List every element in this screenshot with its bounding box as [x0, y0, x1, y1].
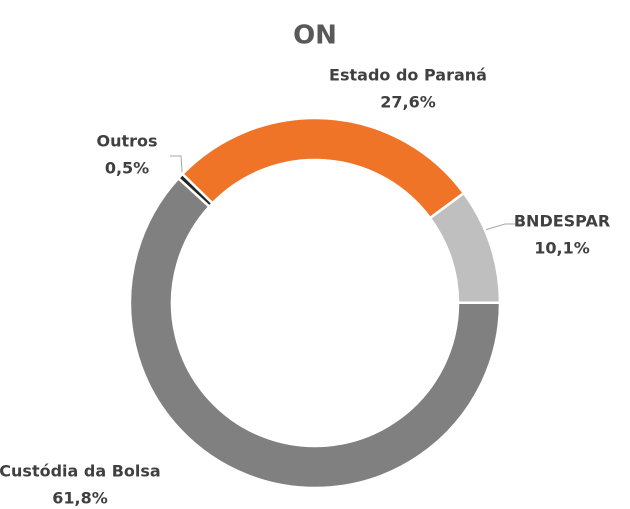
value-label: 0,5%	[105, 159, 149, 178]
category-label: Estado do Paraná	[329, 66, 487, 85]
value-label: 27,6%	[380, 93, 436, 112]
chart-title: ON	[293, 21, 337, 51]
category-label: Custódia da Bolsa	[0, 462, 161, 481]
category-label: BNDESPAR	[514, 212, 610, 231]
leader-line	[477, 223, 522, 233]
donut-segment	[176, 172, 215, 209]
value-label: 61,8%	[52, 489, 108, 508]
value-label: 10,1%	[534, 239, 590, 258]
donut-segment	[180, 116, 466, 220]
donut-segment	[428, 191, 502, 305]
donut-segment	[128, 176, 502, 490]
category-label: Outros	[96, 132, 157, 151]
